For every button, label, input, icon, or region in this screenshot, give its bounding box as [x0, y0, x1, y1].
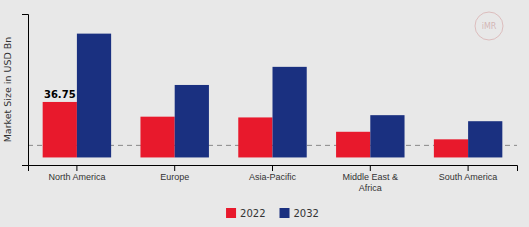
watermark-text: iMR: [482, 22, 497, 31]
x-tick: South America: [439, 165, 498, 182]
legend-item: 2032: [280, 208, 319, 219]
x-tick: Asia-Pacific: [249, 165, 297, 182]
legend-label: 2022: [240, 208, 265, 219]
x-tick-label: North America: [48, 172, 105, 182]
bar: [140, 117, 174, 158]
watermark-circle: [475, 12, 503, 40]
x-tick-label: South America: [439, 172, 498, 182]
legend-swatch: [226, 208, 236, 218]
x-tick-mark: [468, 165, 469, 171]
bar: [336, 132, 370, 158]
plot: North America Europe Asia-Pacific Middle Ea…: [22, 15, 518, 193]
bar: [43, 102, 77, 157]
x-tick-label: Europe: [160, 172, 189, 182]
x-tick: Middle East &Africa: [343, 165, 399, 193]
x-tick-label: Middle East &Africa: [343, 172, 399, 192]
bar: [77, 34, 111, 158]
bar: [434, 139, 468, 157]
bar: [370, 115, 404, 157]
x-tick-mark: [370, 165, 371, 171]
y-axis: [22, 15, 29, 166]
bar-series: [77, 34, 502, 158]
bar: [175, 85, 209, 157]
y-axis-title: Market Size in USD Bn: [2, 37, 13, 143]
marks: [28, 34, 517, 158]
x-tick-mark: [76, 165, 77, 171]
x-axis-line: [29, 166, 518, 172]
chart-svg: North America Europe Asia-Pacific Middle Ea…: [0, 0, 529, 227]
x-tick: North America: [48, 165, 105, 182]
x-tick-mark: [174, 165, 175, 171]
annotation: 36.75: [44, 89, 76, 100]
legend-label: 2032: [294, 208, 319, 219]
legend-item: 2022: [226, 208, 265, 219]
bar: [468, 121, 502, 157]
x-tick-mark: [272, 165, 273, 171]
bar: [238, 117, 272, 157]
x-axis: North America Europe Asia-Pacific Middle Ea…: [29, 165, 518, 193]
bar: [273, 67, 307, 158]
legend-swatch: [280, 208, 290, 218]
legend: 2022 2032: [226, 208, 319, 219]
watermark: iMR: [475, 12, 503, 40]
x-tick: Europe: [160, 165, 189, 182]
x-tick-label: Asia-Pacific: [249, 172, 297, 182]
y-axis-line: [22, 15, 29, 166]
